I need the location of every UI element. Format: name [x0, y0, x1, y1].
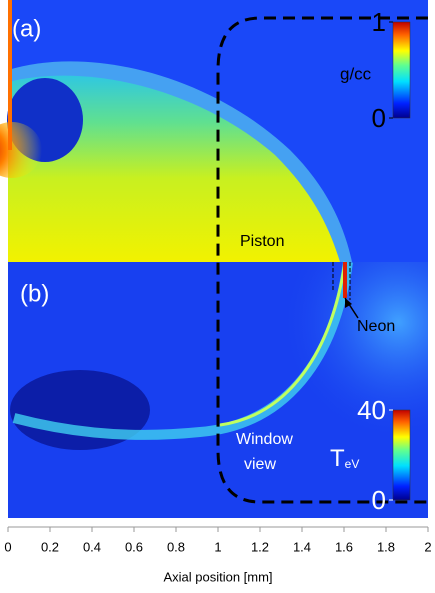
colorbar-a: [392, 21, 411, 119]
panel-label: (b): [20, 280, 49, 307]
x-tick-label: 2: [424, 539, 431, 554]
colorbar-tick-label: 40: [357, 395, 386, 425]
annotation: Piston: [240, 233, 284, 250]
panel-a-image: [0, 0, 428, 263]
neon-arrowhead: [345, 298, 352, 308]
x-tick-label: 1.8: [377, 539, 395, 554]
panel-b-image: [8, 261, 428, 518]
x-tick-label: 1.2: [251, 539, 269, 554]
x-tick-label: 0.4: [83, 539, 101, 554]
annotation: Window: [236, 431, 293, 448]
x-tick-label: 1.4: [293, 539, 311, 554]
colorbar-label-main: T: [330, 445, 345, 472]
colorbar-tick-label: 0: [372, 485, 386, 515]
x-tick-label: 1: [214, 539, 221, 554]
colorbar-label-sub: eV: [345, 457, 360, 471]
panel-label: (a): [12, 15, 41, 42]
x-tick-label: 0.8: [167, 539, 185, 554]
x-axis-label: Axial position [mm]: [163, 569, 272, 584]
x-tick-label: 0: [4, 539, 11, 554]
colorbar-tick-label: 1: [372, 7, 386, 37]
annotation: Neon: [357, 318, 395, 335]
colorbar-tick-label: 0: [372, 103, 386, 133]
x-tick-label: 1.6: [335, 539, 353, 554]
colorbar-b: [392, 409, 411, 501]
colorbar-label: TeV: [330, 445, 359, 472]
x-tick-label: 0.6: [125, 539, 143, 554]
colorbar-label: g/cc: [340, 64, 372, 83]
annotation: view: [244, 456, 276, 473]
x-tick-label: 0.2: [41, 539, 59, 554]
